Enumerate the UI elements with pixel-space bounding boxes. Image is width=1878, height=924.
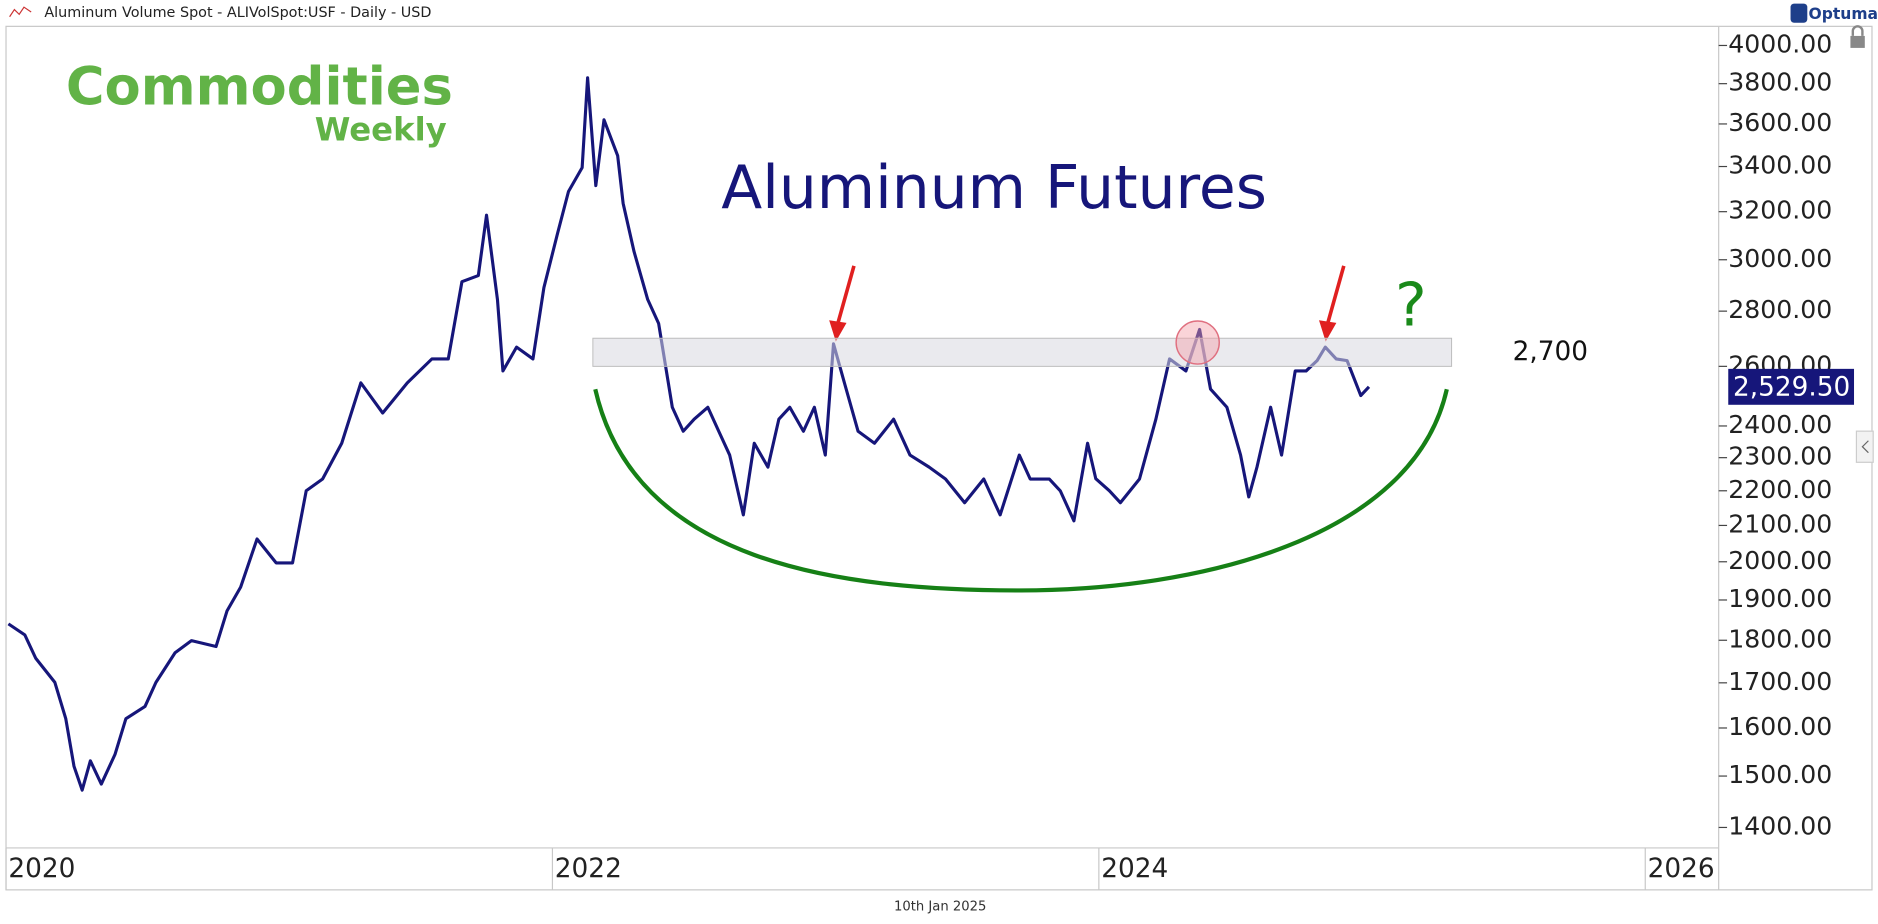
y-tick-label: 2100.00 xyxy=(1728,509,1832,538)
arrow xyxy=(829,265,856,342)
brand: Optuma xyxy=(1809,5,1878,23)
resistance-band xyxy=(592,337,1453,367)
date-label: 10th Jan 2025 xyxy=(894,900,986,915)
x-tick-label: 2026 xyxy=(1648,854,1715,884)
annotation-title: Aluminum Futures xyxy=(721,153,1267,223)
y-tick-label: 1900.00 xyxy=(1728,584,1832,613)
y-tick-label: 2400.00 xyxy=(1728,410,1832,439)
arrow xyxy=(1319,265,1346,342)
y-tick-label: 2300.00 xyxy=(1728,442,1832,471)
y-tick-label: 3600.00 xyxy=(1728,108,1832,137)
y-tick-label: 2800.00 xyxy=(1728,295,1832,324)
resistance-label: 2,700 xyxy=(1513,337,1588,367)
last-price-label: 2,529.50 xyxy=(1733,373,1850,403)
y-tick-label: 3000.00 xyxy=(1728,244,1832,273)
y-tick-label: 1600.00 xyxy=(1728,712,1832,741)
x-tick-label: 2020 xyxy=(8,854,75,884)
y-tick-label: 2200.00 xyxy=(1728,475,1832,504)
y-tick-label: 1400.00 xyxy=(1728,811,1832,840)
y-tick-label: 2000.00 xyxy=(1728,546,1832,575)
lock-icon xyxy=(1850,25,1865,48)
watermark-sub: Weekly xyxy=(315,111,447,149)
y-tick-label: 4000.00 xyxy=(1728,29,1832,58)
y-tick-label: 3200.00 xyxy=(1728,196,1832,225)
last-price-box xyxy=(1728,368,1855,405)
chart-title: Aluminum Volume Spot - ALIVolSpot:USF - … xyxy=(44,5,431,21)
x-tick-label: 2024 xyxy=(1101,854,1168,884)
x-tick-label: 2022 xyxy=(555,854,622,884)
brand-icon xyxy=(1790,3,1808,23)
y-tick-label: 1800.00 xyxy=(1728,624,1832,653)
y-tick-label: 3800.00 xyxy=(1728,68,1832,97)
side-toggle[interactable] xyxy=(1855,430,1874,463)
y-tick-label: 1500.00 xyxy=(1728,760,1832,789)
watermark: Commodities xyxy=(66,56,453,117)
y-tick-label: 1700.00 xyxy=(1728,667,1832,696)
highlight-circle xyxy=(1175,320,1220,365)
header-icon xyxy=(9,6,32,18)
cup-arc xyxy=(593,388,1449,593)
question-mark: ? xyxy=(1395,271,1427,341)
y-tick-label: 3400.00 xyxy=(1728,151,1832,180)
